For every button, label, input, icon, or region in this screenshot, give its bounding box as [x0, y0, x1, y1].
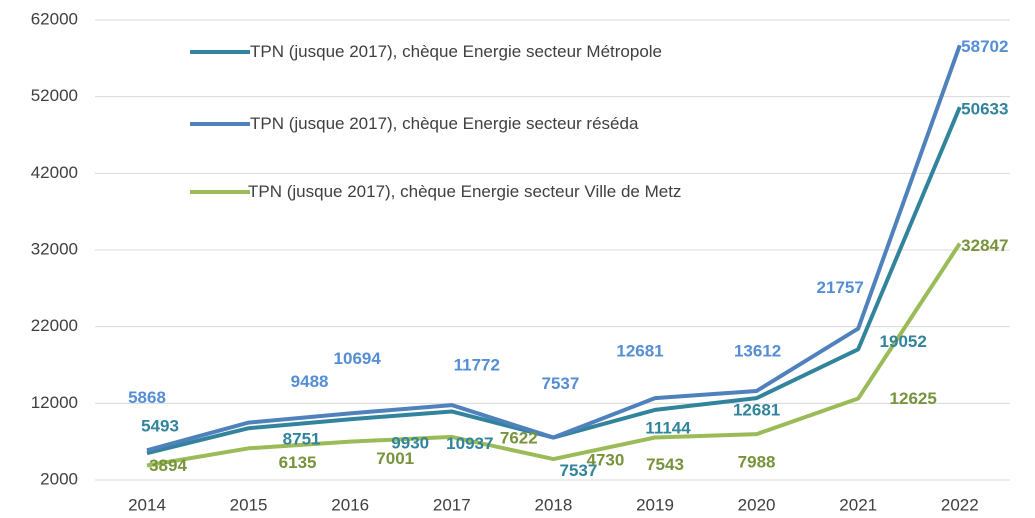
legend-label: TPN (jusque 2017), chèque Energie secteu… [250, 42, 663, 61]
data-label: 7543 [646, 455, 684, 474]
data-label: 6135 [279, 453, 317, 472]
data-label: 7988 [738, 453, 776, 472]
y-tick-label: 62000 [31, 9, 78, 28]
legend-label: TPN (jusque 2017), chèque Energie secteu… [250, 114, 639, 133]
y-tick-label: 42000 [31, 163, 78, 182]
data-label: 10694 [334, 349, 382, 368]
data-label: 21757 [817, 278, 864, 297]
x-tick-label: 2016 [331, 495, 369, 514]
legend-label: TPN (jusque 2017), chèque Energie secteu… [248, 182, 682, 201]
x-tick-label: 2020 [738, 495, 776, 514]
x-tick-label: 2019 [636, 495, 674, 514]
x-tick-label: 2017 [433, 495, 471, 514]
y-tick-label: 12000 [31, 393, 78, 412]
x-tick-label: 2022 [941, 495, 979, 514]
data-label: 5868 [128, 388, 166, 407]
y-tick-label: 2000 [40, 469, 78, 488]
data-label: 9930 [391, 434, 429, 453]
data-label: 58702 [961, 37, 1008, 56]
data-label: 12625 [890, 389, 937, 408]
data-label: 10937 [446, 434, 493, 453]
data-label: 12681 [733, 401, 780, 420]
data-label: 5493 [141, 417, 179, 436]
y-tick-label: 22000 [31, 316, 78, 335]
data-label: 13612 [734, 341, 781, 360]
data-label: 8751 [283, 430, 321, 449]
data-label: 19052 [880, 332, 927, 351]
y-tick-label: 32000 [31, 239, 78, 258]
data-label: 32847 [961, 236, 1008, 255]
data-label: 11772 [454, 356, 500, 375]
x-tick-label: 2018 [534, 495, 572, 514]
data-label: 9488 [291, 372, 329, 391]
series-line [146, 242, 962, 468]
data-label: 12681 [616, 342, 663, 361]
x-tick-label: 2014 [128, 495, 166, 514]
data-label: 7622 [500, 428, 538, 447]
y-tick-label: 52000 [31, 86, 78, 105]
series-line [146, 44, 962, 453]
data-label: 7537 [541, 374, 579, 393]
data-label: 3894 [149, 456, 187, 475]
x-tick-label: 2015 [230, 495, 268, 514]
data-label: 7001 [376, 449, 414, 468]
data-label: 50633 [961, 100, 1008, 119]
x-tick-label: 2021 [839, 495, 877, 514]
data-label: 7537 [559, 461, 597, 480]
data-label: 4730 [586, 451, 624, 470]
data-label: 11144 [645, 418, 691, 437]
